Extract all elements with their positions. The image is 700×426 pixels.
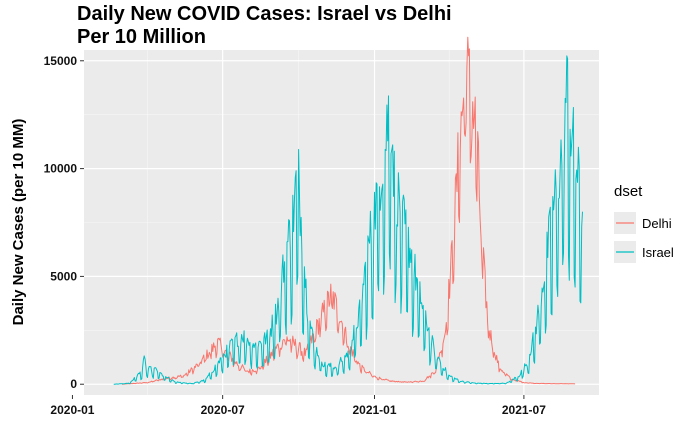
tick-labels: 0 5000 10000 15000 2020-01 2020-07 2021-01 2021… (44, 54, 547, 417)
x-tick-label: 2021-07 (502, 403, 546, 417)
series-line-israel (113, 55, 583, 385)
grid-lines (84, 50, 599, 395)
chart-title-line1: Daily New COVID Cases: Israel vs Delhi (77, 3, 452, 25)
x-tick-label: 2020-01 (50, 403, 94, 417)
legend: dset Delhi Israel (614, 183, 674, 263)
y-tick-label: 10000 (44, 162, 78, 176)
chart-title-line2: Per 10 Million (77, 26, 206, 48)
legend-title: dset (614, 183, 643, 200)
x-tick-label: 2021-01 (352, 403, 396, 417)
y-tick-label: 0 (70, 377, 77, 391)
series-line-delhi (122, 36, 576, 385)
series-layer (113, 36, 583, 385)
y-tick-label: 15000 (44, 54, 78, 68)
x-tick-label: 2020-07 (201, 403, 245, 417)
y-axis-title: Daily New Cases (per 10 MM) (10, 119, 27, 326)
legend-label-delhi: Delhi (642, 216, 672, 231)
y-tick-label: 5000 (50, 269, 77, 283)
legend-label-israel: Israel (642, 245, 674, 260)
